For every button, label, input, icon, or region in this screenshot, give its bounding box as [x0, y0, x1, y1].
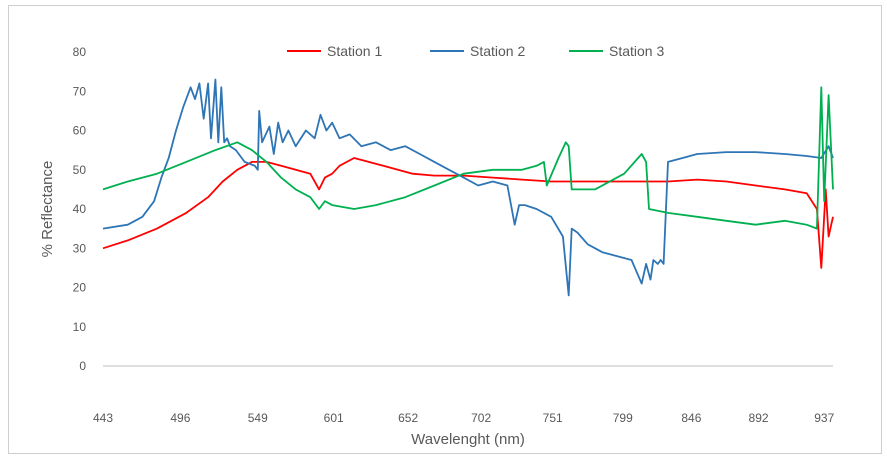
x-tick-label: 443 — [93, 411, 113, 425]
y-tick-label: 0 — [79, 359, 86, 373]
series-line-station-1 — [102, 157, 834, 269]
plot-series — [102, 78, 834, 297]
x-tick-label: 937 — [814, 411, 834, 425]
legend-label-station-3: Station 3 — [609, 43, 664, 59]
y-tick-label: 40 — [73, 202, 87, 216]
x-tick-label: 846 — [681, 411, 701, 425]
x-axis-title: Wavelenght (nm) — [411, 431, 525, 448]
y-tick-labels: 0 10 20 30 40 50 60 70 80 — [73, 45, 87, 373]
legend-label-station-2: Station 2 — [470, 43, 525, 59]
y-tick-label: 60 — [73, 124, 87, 138]
x-tick-label: 549 — [248, 411, 268, 425]
y-tick-label: 70 — [73, 84, 87, 98]
y-tick-label: 80 — [73, 45, 87, 59]
y-tick-label: 50 — [73, 163, 87, 177]
x-tick-label: 702 — [471, 411, 491, 425]
y-tick-label: 20 — [73, 281, 87, 295]
x-tick-label: 601 — [324, 411, 344, 425]
x-tick-label: 751 — [543, 411, 563, 425]
x-tick-label: 892 — [749, 411, 769, 425]
legend-label-station-1: Station 1 — [327, 43, 382, 59]
y-axis-title: % Reflectance — [39, 161, 56, 258]
y-tick-label: 10 — [73, 320, 87, 334]
x-tick-label: 799 — [613, 411, 633, 425]
series-line-station-3 — [102, 86, 834, 230]
y-tick-label: 30 — [73, 241, 87, 255]
legend: Station 1 Station 2 Station 3 — [287, 43, 664, 59]
x-tick-labels: 443 496 549 601 652 702 751 799 846 892 937 — [93, 411, 835, 425]
x-tick-label: 652 — [398, 411, 418, 425]
x-tick-label: 496 — [170, 411, 190, 425]
series-line-station-2 — [102, 78, 834, 297]
